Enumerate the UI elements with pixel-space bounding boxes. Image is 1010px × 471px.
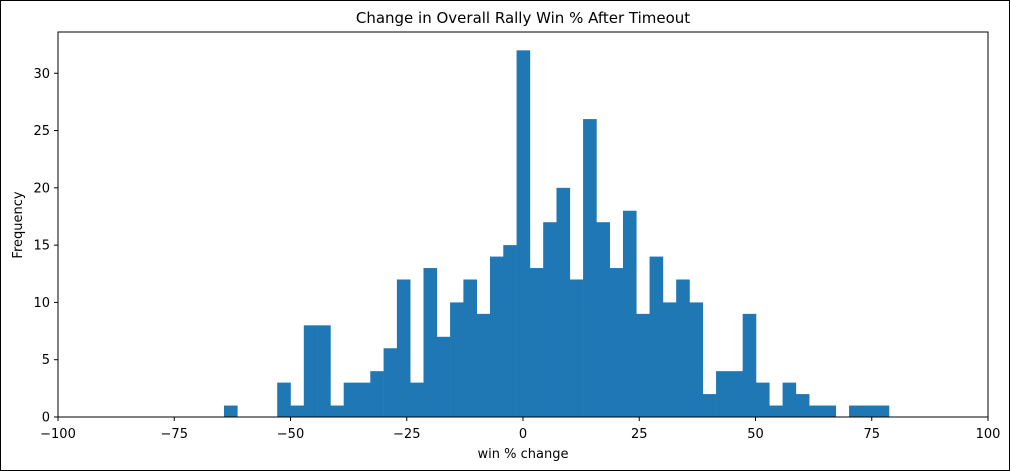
x-tick-label: −50 — [277, 427, 304, 442]
histogram-bar — [662, 302, 677, 417]
histogram-bar — [702, 394, 717, 417]
histogram-bar — [795, 394, 810, 417]
y-axis-label: Frequency — [11, 191, 26, 258]
histogram-bar — [809, 405, 823, 417]
histogram-bar — [676, 279, 690, 417]
histogram-bar — [450, 302, 464, 417]
histogram-bar — [636, 313, 650, 417]
histogram-bar — [556, 187, 571, 417]
y-tick-label: 25 — [33, 124, 50, 139]
histogram-bar — [503, 245, 517, 417]
chart-title: Change in Overall Rally Win % After Time… — [356, 9, 690, 27]
x-tick-label: 75 — [863, 427, 880, 442]
x-tick-label: −75 — [161, 427, 188, 442]
histogram-bar — [317, 325, 331, 417]
histogram-bar — [862, 405, 876, 417]
histogram-bar — [609, 268, 624, 417]
histogram-bar — [622, 210, 637, 417]
histogram-bar — [290, 405, 305, 417]
x-axis-label: win % change — [478, 447, 569, 462]
histogram-bar — [649, 256, 664, 417]
histogram-bar — [729, 371, 743, 417]
histogram-bar — [822, 405, 837, 417]
histogram-bar — [343, 382, 358, 417]
histogram-bar — [476, 313, 491, 417]
histogram-bar — [489, 256, 504, 417]
histogram-bar — [716, 371, 730, 417]
histogram-bar — [875, 405, 890, 417]
histogram-bar — [849, 405, 863, 417]
histogram-bar — [396, 279, 411, 417]
histogram-bar — [543, 222, 557, 417]
y-tick-label: 10 — [33, 296, 50, 311]
y-tick-label: 5 — [42, 353, 50, 368]
histogram-bar — [356, 382, 371, 417]
histogram-bar — [755, 382, 770, 417]
y-tick-label: 20 — [33, 181, 50, 196]
histogram-bar — [370, 371, 384, 417]
histogram-bar — [436, 336, 451, 417]
histogram-bar — [463, 279, 477, 417]
histogram-bar — [423, 268, 438, 417]
x-tick-label: 50 — [747, 427, 764, 442]
histogram-bar — [529, 268, 544, 417]
histogram-bar — [303, 325, 318, 417]
histogram-bar — [383, 348, 398, 417]
histogram-bar — [277, 382, 291, 417]
histogram-bar — [596, 222, 610, 417]
histogram-bar — [569, 279, 584, 417]
y-tick-label: 0 — [42, 411, 50, 426]
x-axis-ticks: −100 −75 −50 −25 0 25 50 75 100 — [40, 417, 1000, 442]
y-tick-label: 30 — [33, 67, 50, 82]
x-tick-label: 25 — [631, 427, 648, 442]
histogram-bar — [742, 313, 757, 417]
x-tick-label: 0 — [519, 427, 527, 442]
histogram-bar — [516, 50, 531, 417]
x-tick-label: −25 — [393, 427, 420, 442]
y-axis-ticks: 0 5 10 15 20 25 30 — [33, 67, 58, 426]
histogram-bar — [410, 382, 424, 417]
histogram-bar — [689, 302, 704, 417]
x-tick-label: −100 — [40, 427, 76, 442]
histogram-bar — [330, 405, 344, 417]
y-tick-label: 15 — [33, 239, 50, 254]
bars-group — [224, 50, 890, 417]
histogram-bar — [769, 405, 783, 417]
x-tick-label: 100 — [976, 427, 1001, 442]
histogram-bar — [224, 405, 238, 417]
histogram-bar — [583, 119, 597, 417]
histogram-bar — [782, 382, 797, 417]
